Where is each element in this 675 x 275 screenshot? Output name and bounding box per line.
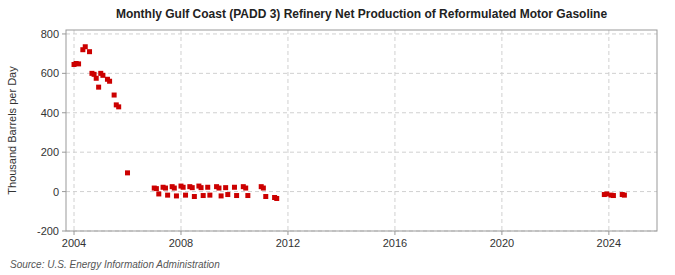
x-grid-line: [608, 30, 609, 231]
point: [263, 194, 268, 199]
y-axis-label: Thousand Barrels per Day: [6, 66, 18, 195]
y-tick-label: -200: [37, 225, 59, 237]
point: [232, 185, 237, 190]
point: [199, 185, 204, 190]
point: [154, 186, 159, 191]
y-tick: [62, 191, 66, 192]
y-tick-label: 600: [41, 67, 59, 79]
y-tick: [62, 73, 66, 74]
chart-svg: 2004 2008 2012 2016 2020 2024 -200 0 200 400 600 80…: [0, 0, 675, 275]
point: [94, 76, 99, 81]
point: [261, 186, 266, 191]
x-tick-label: 2020: [490, 237, 514, 249]
x-tick-label: 2012: [276, 237, 300, 249]
x-grid-line: [180, 30, 181, 231]
x-tick: [501, 231, 502, 235]
point: [183, 193, 188, 198]
y-grid-line: [66, 33, 657, 34]
chart-container: 2004 2008 2012 2016 2020 2024 -200 0 200 400 600 80…: [0, 0, 675, 275]
y-tick-label: 800: [41, 28, 59, 40]
x-tick-label: 2024: [597, 237, 621, 249]
y-tick: [62, 152, 66, 153]
x-tick: [287, 231, 288, 235]
point: [112, 93, 117, 98]
point: [225, 192, 230, 197]
axes: 2004 2008 2012 2016 2020 2024 -200 0 200 400 600 80…: [37, 28, 621, 249]
x-tick: [74, 231, 75, 235]
point: [125, 170, 130, 175]
point: [207, 193, 212, 198]
point: [165, 193, 170, 198]
y-grid-line: [66, 152, 657, 153]
point: [622, 193, 627, 198]
x-grid-line: [501, 30, 502, 231]
point: [83, 44, 88, 49]
x-grid-line: [287, 30, 288, 231]
x-tick-label: 2016: [383, 237, 407, 249]
plot-frame: [66, 30, 657, 231]
point: [156, 191, 161, 196]
point: [245, 193, 250, 198]
y-grid-line: [66, 112, 657, 113]
point: [76, 61, 81, 66]
y-grid-line: [66, 191, 657, 192]
point: [223, 185, 228, 190]
point: [100, 73, 105, 78]
point: [604, 191, 609, 196]
point: [219, 193, 224, 198]
point: [192, 194, 197, 199]
point: [234, 193, 239, 198]
point: [205, 185, 210, 190]
point: [96, 85, 101, 90]
point: [216, 186, 221, 191]
x-tick: [394, 231, 395, 235]
point: [87, 49, 92, 54]
point: [116, 104, 121, 109]
point: [611, 193, 616, 198]
x-tick-label: 2004: [62, 237, 86, 249]
point: [274, 196, 279, 201]
source-note: Source: U.S. Energy Information Administ…: [10, 259, 220, 270]
chart-title: Monthly Gulf Coast (PADD 3) Refinery Net…: [116, 7, 607, 21]
y-grid-line: [66, 73, 657, 74]
x-tick: [180, 231, 181, 235]
points: [72, 44, 627, 201]
point: [174, 193, 179, 198]
grid: [66, 30, 657, 231]
point: [190, 185, 195, 190]
x-grid-line: [394, 30, 395, 231]
y-tick-label: 200: [41, 146, 59, 158]
point: [243, 186, 248, 191]
x-grid-line: [74, 30, 75, 231]
y-tick: [62, 231, 66, 232]
y-tick-label: 0: [53, 186, 59, 198]
point: [163, 186, 168, 191]
y-tick: [62, 112, 66, 113]
point: [107, 79, 112, 84]
point: [201, 193, 206, 198]
y-tick: [62, 33, 66, 34]
x-tick: [608, 231, 609, 235]
point: [181, 185, 186, 190]
x-tick-label: 2008: [169, 237, 193, 249]
point: [172, 186, 177, 191]
y-tick-label: 400: [41, 107, 59, 119]
